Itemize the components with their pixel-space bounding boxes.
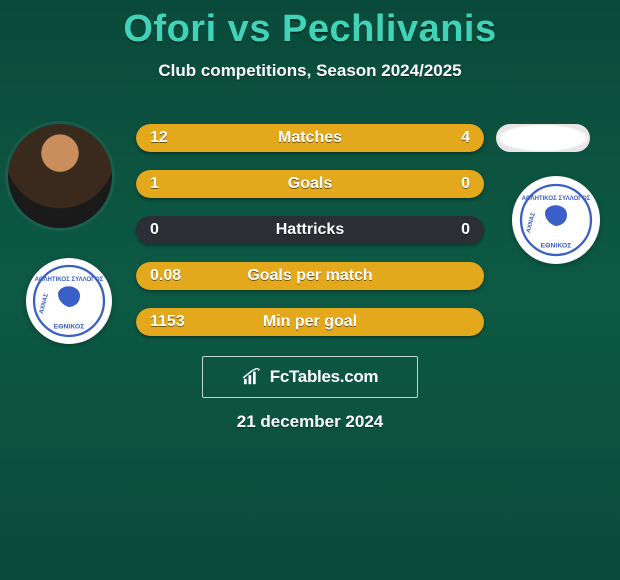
- stat-row: 0.08 Goals per match: [136, 262, 484, 290]
- club-crest-left: ΑΘΛΗΤΙΚΟΣ ΣΥΛΛΟΓΟΣ ΕΘΝΙΚΟΣ ΑΧΝΑΣ: [26, 258, 112, 344]
- subtitle: Club competitions, Season 2024/2025: [0, 61, 620, 81]
- watermark: FcTables.com: [202, 356, 418, 398]
- player-left-avatar: [8, 124, 112, 228]
- stats-panel: 12 Matches 4 1 Goals 0 0 Hattricks 0 0.0…: [136, 124, 484, 354]
- svg-text:ΑΘΛΗΤΙΚΟΣ ΣΥΛΛΟΓΟΣ: ΑΘΛΗΤΙΚΟΣ ΣΥΛΛΟΓΟΣ: [35, 276, 104, 283]
- svg-text:ΑΘΛΗΤΙΚΟΣ ΣΥΛΛΟΓΟΣ: ΑΘΛΗΤΙΚΟΣ ΣΥΛΛΟΓΟΣ: [522, 195, 591, 202]
- stat-label: Goals per match: [206, 267, 414, 285]
- player-right-avatar: [496, 124, 590, 152]
- stat-value-right: 0: [414, 175, 484, 193]
- stat-row: 12 Matches 4: [136, 124, 484, 152]
- stat-label: Hattricks: [206, 221, 414, 239]
- stat-label: Min per goal: [206, 313, 414, 331]
- stat-row: 1 Goals 0: [136, 170, 484, 198]
- svg-text:ΕΘΝΙΚΟΣ: ΕΘΝΙΚΟΣ: [54, 323, 85, 330]
- stat-value-left: 1: [136, 175, 206, 193]
- date: 21 december 2024: [0, 412, 620, 432]
- stat-value-left: 0: [136, 221, 206, 239]
- stat-label: Goals: [206, 175, 414, 193]
- stat-row: 0 Hattricks 0: [136, 216, 484, 244]
- stat-row: 1153 Min per goal: [136, 308, 484, 336]
- club-crest-right: ΑΘΛΗΤΙΚΟΣ ΣΥΛΛΟΓΟΣ ΕΘΝΙΚΟΣ ΑΧΝΑΣ: [512, 176, 600, 264]
- watermark-text: FcTables.com: [270, 367, 379, 387]
- chart-icon: [242, 368, 264, 386]
- stat-value-right: 4: [414, 129, 484, 147]
- page-title: Ofori vs Pechlivanis: [0, 0, 620, 51]
- stat-value-left: 1153: [136, 313, 206, 331]
- stat-value-right: 0: [414, 221, 484, 239]
- stat-label: Matches: [206, 129, 414, 147]
- stat-value-left: 12: [136, 129, 206, 147]
- stat-value-left: 0.08: [136, 267, 206, 285]
- svg-text:ΕΘΝΙΚΟΣ: ΕΘΝΙΚΟΣ: [541, 242, 572, 249]
